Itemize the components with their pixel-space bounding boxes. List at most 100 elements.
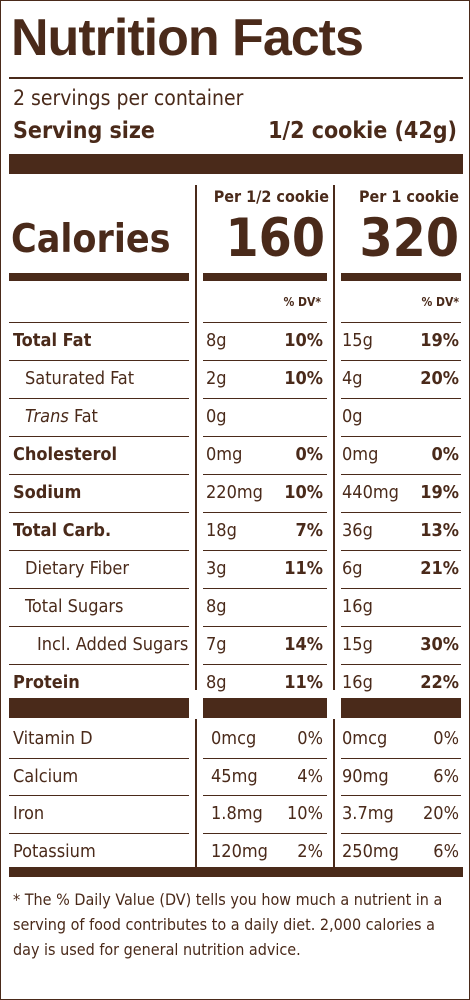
row-divider-label xyxy=(9,436,189,437)
row-divider-half xyxy=(203,664,327,665)
dv-half-cookie: 14% xyxy=(284,634,323,655)
row-divider-label xyxy=(9,588,189,589)
nutrient-label: Total Carb. xyxy=(13,520,112,541)
dv-half-cookie: 11% xyxy=(284,558,323,579)
amount-half-cookie: 8g xyxy=(206,330,227,351)
micro-dv-one-cookie: 6% xyxy=(433,841,459,862)
amount-one-cookie: 4g xyxy=(342,368,363,389)
calories-bar-half xyxy=(203,273,327,281)
dv-half-cookie: 10% xyxy=(284,330,323,351)
nutrient-label: Incl. Added Sugars xyxy=(37,634,189,655)
nutrient-label: Saturated Fat xyxy=(25,368,135,389)
micro-divider-one xyxy=(341,795,461,796)
dv-half-cookie: 7% xyxy=(295,520,324,541)
amount-half-cookie: 220mg xyxy=(206,482,263,503)
row-divider-half xyxy=(203,398,327,399)
row-divider-half xyxy=(203,512,327,513)
row-divider-half xyxy=(203,436,327,437)
dv-one-cookie: 19% xyxy=(420,330,459,351)
dv-one-cookie: 30% xyxy=(420,634,459,655)
amount-half-cookie: 0g xyxy=(206,406,227,427)
footnote: * The % Daily Value (DV) tells you how m… xyxy=(13,890,443,959)
micro-amount-one-cookie: 90mg xyxy=(342,766,389,787)
nutrient-label: Total Fat xyxy=(13,330,92,351)
row-divider-half xyxy=(203,550,327,551)
micro-dv-one-cookie: 6% xyxy=(433,766,459,787)
thick-divider-serving xyxy=(9,154,463,174)
nutrient-label: Sodium xyxy=(13,482,82,503)
row-divider-one xyxy=(341,322,461,323)
amount-half-cookie: 18g xyxy=(206,520,237,541)
column-separator-micros-2 xyxy=(333,719,335,867)
row-divider-one xyxy=(341,360,461,361)
micro-amount-half-cookie: 45mg xyxy=(211,766,258,787)
amount-half-cookie: 8g xyxy=(206,672,227,693)
nutrient-label: Total Sugars xyxy=(25,596,124,617)
row-divider-one xyxy=(341,664,461,665)
micro-amount-one-cookie: 250mg xyxy=(342,841,399,862)
nutrient-label: Dietary Fiber xyxy=(25,558,129,579)
dv-half-cookie: 10% xyxy=(284,482,323,503)
nutrient-label-rest: Fat xyxy=(73,406,98,427)
dv-one-cookie: 13% xyxy=(420,520,459,541)
label-title: Nutrition Facts xyxy=(11,9,364,67)
amount-half-cookie: 3g xyxy=(206,558,227,579)
micro-dv-half-cookie: 4% xyxy=(297,766,323,787)
column-header-one-cookie: Per 1 cookie xyxy=(358,187,459,206)
row-divider-one xyxy=(341,588,461,589)
row-divider-half xyxy=(203,588,327,589)
nutrient-label: Cholesterol xyxy=(13,444,118,465)
row-divider-one xyxy=(341,512,461,513)
row-divider-half xyxy=(203,626,327,627)
micro-dv-one-cookie: 0% xyxy=(433,728,459,749)
row-divider-label xyxy=(9,550,189,551)
row-divider-half xyxy=(203,360,327,361)
amount-one-cookie: 0g xyxy=(342,406,363,427)
divider-under-title xyxy=(9,77,463,79)
micro-dv-half-cookie: 0% xyxy=(297,728,323,749)
amount-one-cookie: 440mg xyxy=(342,482,399,503)
micro-amount-half-cookie: 1.8mg xyxy=(211,803,263,824)
dv-one-cookie: 20% xyxy=(420,368,459,389)
row-divider-label xyxy=(9,512,189,513)
row-divider-label xyxy=(9,322,189,323)
amount-one-cookie: 36g xyxy=(342,520,373,541)
dv-header-half: % DV* xyxy=(283,295,321,309)
serving-size-value: 1/2 cookie (42g) xyxy=(268,118,457,144)
amount-half-cookie: 0mg xyxy=(206,444,243,465)
micro-divider-half xyxy=(203,795,327,796)
micros-bar-half xyxy=(203,698,327,718)
micro-divider-label xyxy=(9,795,189,796)
serving-size-label: Serving size xyxy=(13,118,155,144)
amount-half-cookie: 2g xyxy=(206,368,227,389)
servings-per-container: 2 servings per container xyxy=(13,86,244,110)
amount-half-cookie: 8g xyxy=(206,596,227,617)
row-divider-half xyxy=(203,322,327,323)
nutrient-label-italic: Trans xyxy=(25,406,69,427)
micronutrient-label: Potassium xyxy=(13,841,96,862)
micro-divider-label xyxy=(9,833,189,834)
dv-half-cookie: 0% xyxy=(295,444,324,465)
micros-bar-label xyxy=(9,698,189,718)
micro-divider-one xyxy=(341,758,461,759)
column-separator-2 xyxy=(333,185,335,690)
amount-one-cookie: 15g xyxy=(342,634,373,655)
dv-one-cookie: 22% xyxy=(420,672,459,693)
micro-amount-half-cookie: 120mg xyxy=(211,841,268,862)
row-divider-label xyxy=(9,360,189,361)
row-divider-one xyxy=(341,398,461,399)
dv-one-cookie: 0% xyxy=(431,444,460,465)
dv-half-cookie: 11% xyxy=(284,672,323,693)
micro-dv-one-cookie: 20% xyxy=(423,803,459,824)
micronutrient-label: Iron xyxy=(13,803,45,824)
amount-one-cookie: 0mg xyxy=(342,444,379,465)
dv-header-one: % DV* xyxy=(421,295,459,309)
row-divider-one xyxy=(341,474,461,475)
amount-half-cookie: 7g xyxy=(206,634,227,655)
row-divider-label xyxy=(9,626,189,627)
thick-divider-footnote xyxy=(9,867,463,877)
dv-one-cookie: 19% xyxy=(420,482,459,503)
micro-divider-half xyxy=(203,758,327,759)
calories-label: Calories xyxy=(11,217,171,262)
